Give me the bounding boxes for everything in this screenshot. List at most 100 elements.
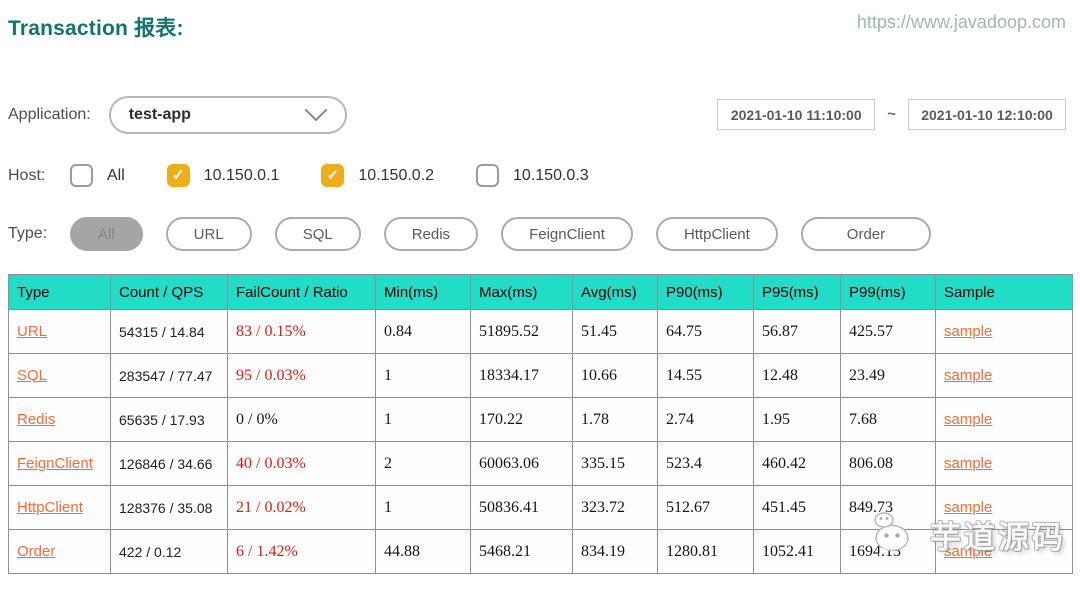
max-cell-container: 18334.17 (470, 353, 573, 398)
type-link[interactable]: HttpClient (17, 498, 83, 516)
p99-cell-container: 7.68 (840, 397, 936, 442)
transaction-table: Type Count / QPS FailCount / Ratio Min(m… (8, 274, 1073, 574)
col-header-count-qps: Count / QPS (110, 274, 228, 310)
end-datetime-input[interactable]: 2021-01-10 12:10:00 (908, 99, 1066, 130)
sample-link-container: sample (935, 309, 1073, 354)
type-row: Type: All URL SQL Redis FeignClient Http… (8, 217, 1072, 251)
host-label: Host: (8, 166, 46, 184)
sample-link[interactable]: sample (944, 498, 993, 516)
min-cell-container: 1 (375, 353, 471, 398)
p99-cell-container: 806.08 (840, 441, 936, 486)
table-body: URL 54315 / 14.84 83 / 0.15% 0.84 51895.52 51… (8, 309, 1073, 574)
checkbox-all[interactable] (70, 164, 93, 187)
table-row: HttpClient 128376 / 35.08 21 / 0.02% 1 50836… (8, 485, 1073, 530)
col-header-min: Min(ms) (375, 274, 471, 310)
type-link[interactable]: FeignClient (17, 454, 93, 472)
p90-cell-container: 14.55 (657, 353, 754, 398)
start-datetime-input[interactable]: 2021-01-10 11:10:00 (717, 99, 876, 130)
type-link[interactable]: URL (17, 322, 48, 340)
p99-cell-container: 1694.15 (840, 529, 936, 574)
sample-link[interactable]: sample (944, 454, 993, 472)
avg-cell-container: 10.66 (572, 353, 658, 398)
type-button-url[interactable]: URL (165, 217, 252, 251)
col-header-p90: P90(ms) (657, 274, 754, 310)
min-cell-container: 1 (375, 485, 471, 530)
type-link[interactable]: Order (17, 542, 56, 560)
p99-cell-container: 849.73 (840, 485, 936, 530)
type-button-redis[interactable]: Redis (383, 217, 479, 251)
topbar: Transaction 报表: https://www.javadoop.com (8, 12, 1072, 42)
type-button-feignclient[interactable]: FeignClient (501, 217, 633, 251)
host-option-label: All (107, 166, 125, 184)
type-button-order[interactable]: Order (800, 217, 932, 251)
fail-ratio-cell-container: 21 / 0.02% (227, 485, 376, 530)
p95-cell-container: 451.45 (753, 485, 841, 530)
date-range: 2021-01-10 11:10:00 ~ 2021-01-10 12:10:0… (717, 99, 1066, 130)
count-qps-cell-container: 126846 / 34.66 (110, 441, 228, 486)
table-row: FeignClient 126846 / 34.66 40 / 0.03% 2 6006… (8, 441, 1073, 486)
count-qps-cell-container: 54315 / 14.84 (110, 309, 228, 354)
sample-link[interactable]: sample (944, 410, 993, 428)
site-url: https://www.javadoop.com (856, 12, 1066, 32)
col-header-max: Max(ms) (470, 274, 573, 310)
type-link-container: SQL (8, 353, 111, 398)
application-label: Application: (8, 106, 91, 123)
application-dropdown-value: test-app (128, 106, 191, 123)
host-row: Host: All ✓ 10.150.0.1 ✓ 10.150.0.2 10.1… (8, 164, 1072, 187)
count-qps-cell-container: 65635 / 17.93 (110, 397, 228, 442)
type-link-container: Redis (8, 397, 111, 442)
type-button-all[interactable]: All (70, 217, 143, 251)
min-cell-container: 0.84 (375, 309, 471, 354)
table-row: URL 54315 / 14.84 83 / 0.15% 0.84 51895.52 51… (8, 309, 1073, 354)
type-link[interactable]: Redis (17, 410, 56, 428)
col-header-avg: Avg(ms) (572, 274, 658, 310)
type-link[interactable]: SQL (17, 366, 48, 384)
table-row: Redis 65635 / 17.93 0 / 0% 1 170.22 1.78 2.74 1… (8, 397, 1073, 442)
host-option-label: 10.150.0.3 (513, 166, 589, 184)
host-option-10-150-0-2: ✓ 10.150.0.2 (321, 164, 434, 187)
p95-cell-container: 460.42 (753, 441, 841, 486)
host-option-10-150-0-3: 10.150.0.3 (476, 164, 589, 187)
max-cell-container: 170.22 (470, 397, 573, 442)
sample-link[interactable]: sample (944, 542, 993, 560)
application-dropdown[interactable]: test-app (108, 96, 347, 134)
type-label: Type: (8, 225, 48, 242)
col-header-p95: P95(ms) (753, 274, 841, 310)
col-header-failcount-ratio: FailCount / Ratio (227, 274, 376, 310)
type-link-container: URL (8, 309, 111, 354)
table-row: Order 422 / 0.12 6 / 1.42% 44.88 5468.21 834.… (8, 529, 1073, 574)
type-button-httpclient[interactable]: HttpClient (655, 217, 778, 251)
min-cell-container: 2 (375, 441, 471, 486)
fail-ratio-cell-container: 40 / 0.03% (227, 441, 376, 486)
sample-link-container: sample (935, 485, 1073, 530)
checkbox-10-150-0-3[interactable] (476, 164, 500, 187)
transaction-report-page: Transaction 报表: https://www.javadoop.com… (8, 12, 1073, 574)
col-header-type: Type (8, 274, 111, 310)
sample-link[interactable]: sample (944, 366, 993, 384)
sample-link-container: sample (935, 441, 1073, 486)
type-button-sql[interactable]: SQL (274, 217, 361, 251)
application-row: Application: test-app 2021-01-10 11:10:0… (8, 96, 1072, 134)
col-header-sample: Sample (935, 274, 1073, 310)
sample-link-container: sample (935, 397, 1073, 442)
p90-cell-container: 512.67 (657, 485, 754, 530)
p95-cell-container: 56.87 (753, 309, 841, 354)
host-option-all: All (70, 164, 125, 187)
col-header-p99: P99(ms) (840, 274, 936, 310)
checkbox-10-150-0-2[interactable]: ✓ (321, 164, 345, 187)
type-link-container: HttpClient (8, 485, 111, 530)
fail-ratio-cell-container: 0 / 0% (227, 397, 376, 442)
max-cell-container: 5468.21 (470, 529, 573, 574)
sample-link[interactable]: sample (944, 322, 993, 340)
min-cell-container: 1 (375, 397, 471, 442)
page-title: Transaction 报表: (8, 17, 184, 40)
date-range-separator: ~ (887, 106, 896, 123)
p90-cell-container: 2.74 (657, 397, 754, 442)
fail-ratio-cell-container: 6 / 1.42% (227, 529, 376, 574)
p95-cell-container: 12.48 (753, 353, 841, 398)
fail-ratio-cell-container: 83 / 0.15% (227, 309, 376, 354)
checkbox-10-150-0-1[interactable]: ✓ (166, 164, 190, 187)
chevron-down-icon (304, 109, 327, 121)
sample-link-container: sample (935, 353, 1073, 398)
p90-cell-container: 523.4 (657, 441, 754, 486)
